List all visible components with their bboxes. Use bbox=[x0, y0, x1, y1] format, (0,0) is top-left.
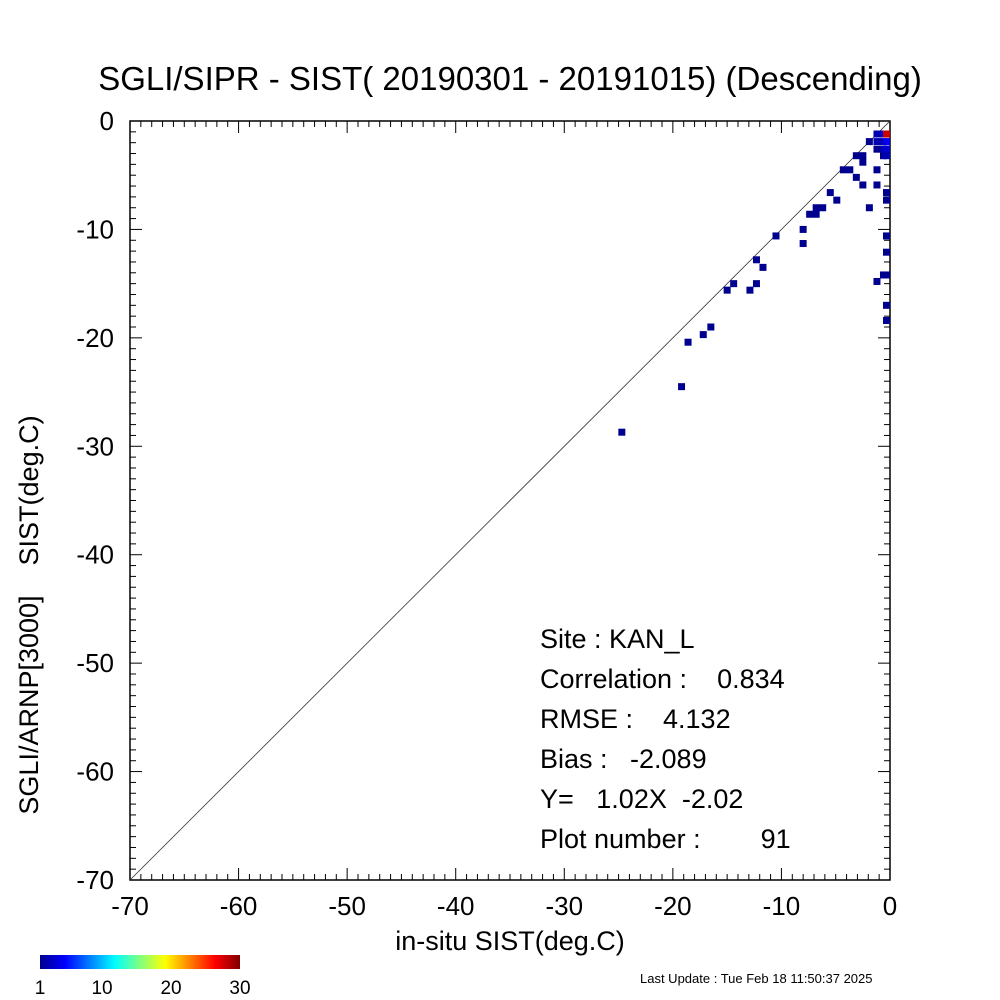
stat-correlation: Correlation : 0.834 bbox=[540, 664, 785, 694]
data-point bbox=[812, 210, 820, 218]
data-point bbox=[772, 232, 780, 240]
colorbar-gradient bbox=[40, 955, 240, 969]
data-point bbox=[883, 189, 890, 197]
data-point bbox=[799, 225, 807, 233]
data-point bbox=[806, 210, 814, 218]
data-point bbox=[883, 317, 890, 325]
stat-plot-number: Plot number : 91 bbox=[540, 824, 791, 854]
x-axis-label: in-situ SIST(deg.C) bbox=[395, 926, 625, 956]
data-point bbox=[883, 232, 890, 240]
x-tick-label: -10 bbox=[763, 891, 801, 921]
data-point bbox=[873, 130, 881, 138]
x-tick-label: -50 bbox=[328, 891, 366, 921]
stat-fit: Y= 1.02X -2.02 bbox=[540, 784, 743, 814]
data-points bbox=[618, 130, 890, 436]
data-point bbox=[730, 280, 738, 288]
colorbar-label: 1 bbox=[35, 978, 46, 999]
data-point bbox=[799, 240, 807, 248]
data-point bbox=[865, 138, 873, 146]
data-point bbox=[618, 428, 626, 436]
x-tick-label: -40 bbox=[437, 891, 475, 921]
data-point bbox=[873, 277, 881, 285]
colorbar-labels: 1 10 20 30 bbox=[35, 978, 251, 999]
last-update-text: Last Update : Tue Feb 18 11:50:37 2025 bbox=[640, 971, 873, 986]
stat-bias: Bias : -2.089 bbox=[540, 744, 707, 774]
stats-box: Site : KAN_L Correlation : 0.834 RMSE : … bbox=[540, 624, 791, 854]
data-point bbox=[883, 152, 890, 160]
data-point bbox=[859, 181, 867, 189]
data-point bbox=[883, 145, 890, 153]
data-point bbox=[826, 189, 834, 197]
y-tick-label: -40 bbox=[76, 540, 114, 570]
data-point bbox=[746, 286, 754, 294]
axis-ticks bbox=[129, 120, 891, 881]
data-point bbox=[752, 280, 760, 288]
data-point bbox=[883, 271, 890, 279]
data-point bbox=[684, 338, 692, 346]
x-tick-label: 0 bbox=[883, 891, 897, 921]
data-point bbox=[873, 138, 881, 146]
y-tick-label: -60 bbox=[76, 757, 114, 787]
data-point bbox=[759, 263, 767, 271]
colorbar: 1 10 20 30 bbox=[35, 955, 251, 999]
data-point bbox=[723, 286, 731, 294]
data-point bbox=[707, 323, 715, 331]
data-point bbox=[873, 166, 881, 174]
y-tick-label: -10 bbox=[76, 214, 114, 244]
y-tick-label: 0 bbox=[100, 106, 114, 136]
x-tick-label: -70 bbox=[111, 891, 149, 921]
data-point bbox=[883, 196, 890, 204]
one-to-one-line bbox=[129, 120, 891, 881]
data-point bbox=[873, 145, 881, 153]
data-point bbox=[819, 204, 827, 212]
data-point bbox=[865, 204, 873, 212]
data-point bbox=[883, 130, 890, 138]
data-point bbox=[883, 301, 890, 309]
y-tick-label: -70 bbox=[76, 865, 114, 895]
data-point bbox=[859, 152, 867, 160]
colorbar-label: 30 bbox=[229, 978, 250, 999]
colorbar-label: 20 bbox=[160, 978, 181, 999]
data-point bbox=[852, 152, 860, 160]
x-tick-label: -20 bbox=[654, 891, 692, 921]
chart-title: SGLI/SIPR - SIST( 20190301 - 20191015) (… bbox=[98, 60, 922, 97]
y-axis-label: SGLI/ARNP[3000] SIST(deg.C) bbox=[14, 415, 44, 814]
data-point bbox=[678, 383, 686, 391]
data-point bbox=[852, 173, 860, 181]
data-point bbox=[859, 158, 867, 166]
y-tick-labels: -70 -60 -50 -40 -30 -20 -10 0 bbox=[76, 106, 114, 895]
data-point bbox=[846, 166, 854, 174]
colorbar-label: 10 bbox=[91, 978, 112, 999]
x-tick-labels: -70 -60 -50 -40 -30 -20 -10 0 bbox=[111, 891, 897, 921]
stat-rmse: RMSE : 4.132 bbox=[540, 704, 731, 734]
data-point bbox=[752, 256, 760, 264]
x-tick-label: -30 bbox=[545, 891, 583, 921]
y-tick-label: -50 bbox=[76, 648, 114, 678]
data-point bbox=[833, 196, 841, 204]
x-tick-label: -60 bbox=[220, 891, 258, 921]
data-point bbox=[812, 204, 820, 212]
data-point bbox=[699, 331, 707, 339]
data-point bbox=[839, 166, 847, 174]
y-tick-label: -30 bbox=[76, 431, 114, 461]
y-tick-label: -20 bbox=[76, 323, 114, 353]
data-point bbox=[873, 181, 881, 189]
data-point bbox=[883, 138, 890, 146]
stat-site: Site : KAN_L bbox=[540, 624, 695, 654]
data-point bbox=[883, 248, 890, 256]
